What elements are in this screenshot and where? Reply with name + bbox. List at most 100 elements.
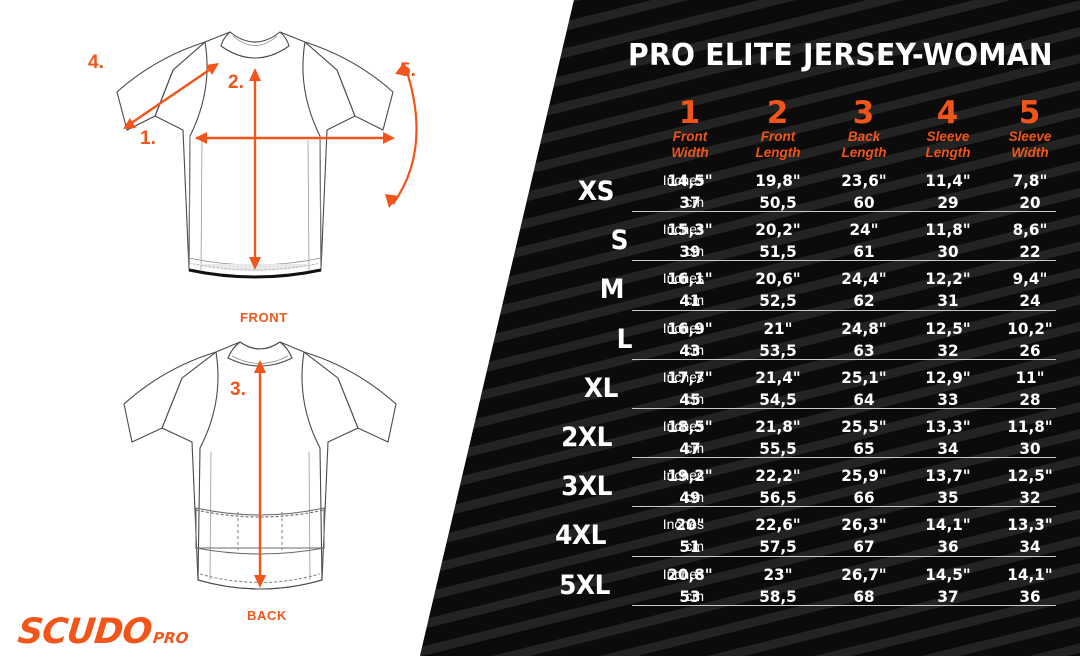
cell-cm-l-4: 32 bbox=[937, 340, 959, 360]
row-separator bbox=[632, 555, 1056, 557]
back-jersey-illustration bbox=[123, 341, 397, 590]
cell-cm-4xl-1: 51 bbox=[679, 537, 701, 557]
cell-cm-m-2: 52,5 bbox=[759, 291, 797, 311]
cell-cm-xl-1: 45 bbox=[679, 389, 701, 409]
column-label-line1-1: Front bbox=[672, 129, 708, 144]
column-number-1: 1 bbox=[678, 95, 702, 131]
unit-label-inches: Inches bbox=[662, 565, 704, 582]
cell-cm-s-4: 30 bbox=[937, 242, 959, 262]
cell-inches-4xl-2: 22,6" bbox=[755, 515, 801, 535]
cell-inches-xl-1: 17,7" bbox=[667, 367, 713, 387]
cell-cm-m-1: 41 bbox=[679, 291, 701, 311]
unit-label-cm: cm bbox=[685, 440, 704, 456]
row-separator bbox=[632, 408, 1056, 409]
cell-inches-xl-4: 12,9" bbox=[925, 367, 971, 387]
unit-label-cm: cm bbox=[685, 390, 704, 407]
cell-inches-3xl-3: 25,9" bbox=[841, 466, 887, 486]
row-separator bbox=[632, 604, 1056, 606]
cell-inches-l-3: 24,8" bbox=[841, 318, 887, 338]
size-label-s: S bbox=[610, 225, 629, 257]
cell-cm-m-3: 62 bbox=[853, 291, 875, 311]
cell-cm-s-2: 51,5 bbox=[759, 242, 797, 262]
cell-inches-l-5: 10,2" bbox=[1007, 318, 1053, 338]
cell-inches-4xl-5: 13,3" bbox=[1007, 515, 1053, 535]
unit-label-inches: Inches bbox=[662, 418, 704, 434]
size-label-2xl: 2XL bbox=[561, 422, 612, 453]
cell-cm-4xl-2: 57,5 bbox=[759, 537, 797, 557]
size-label-xl: XL bbox=[583, 372, 619, 404]
cell-cm-3xl-1: 49 bbox=[679, 488, 701, 508]
cell-cm-l-5: 26 bbox=[1019, 340, 1041, 360]
column-number-3: 3 bbox=[852, 95, 876, 131]
cell-inches-2xl-4: 13,3" bbox=[925, 417, 971, 436]
cell-inches-2xl-3: 25,5" bbox=[841, 417, 887, 436]
unit-label-inches: Inches bbox=[662, 516, 704, 533]
cell-cm-l-2: 53,5 bbox=[759, 340, 797, 360]
callout-5: 5. bbox=[400, 60, 416, 81]
cell-inches-m-3: 24,4" bbox=[841, 269, 887, 289]
cell-cm-2xl-1: 47 bbox=[679, 439, 701, 458]
cell-inches-l-2: 21" bbox=[763, 318, 793, 338]
cell-inches-2xl-2: 21,8" bbox=[755, 417, 801, 436]
cell-inches-5xl-1: 20,8" bbox=[667, 564, 713, 584]
column-header-2: 2 Front Length bbox=[728, 98, 828, 159]
cell-inches-xs-5: 7,8" bbox=[1012, 171, 1048, 190]
unit-label-cm: cm bbox=[685, 538, 704, 555]
row-separator bbox=[632, 358, 1056, 360]
cell-inches-xs-3: 23,6" bbox=[841, 171, 887, 190]
column-header-4: 4 Sleeve Length bbox=[898, 98, 998, 159]
cell-cm-5xl-5: 36 bbox=[1019, 586, 1041, 606]
cell-inches-5xl-2: 23" bbox=[763, 564, 793, 584]
cell-inches-m-5: 9,4" bbox=[1012, 269, 1048, 289]
size-label-m: M bbox=[599, 274, 625, 306]
column-number-4: 4 bbox=[936, 95, 960, 131]
front-view-label: FRONT bbox=[240, 310, 288, 325]
cell-inches-5xl-3: 26,7" bbox=[841, 564, 887, 584]
cell-cm-xs-2: 50,5 bbox=[759, 193, 797, 212]
callout-3: 3. bbox=[230, 379, 246, 400]
column-label-line2-2: Length bbox=[755, 144, 801, 160]
page-title: PRO ELITE JERSEY-WOMAN bbox=[628, 38, 1053, 73]
cell-cm-2xl-3: 65 bbox=[853, 439, 875, 458]
unit-label-inches: Inches bbox=[662, 221, 704, 238]
cell-cm-xs-4: 29 bbox=[937, 193, 959, 212]
cell-cm-s-5: 22 bbox=[1019, 242, 1041, 262]
cell-inches-m-2: 20,6" bbox=[755, 269, 801, 289]
cell-cm-xs-5: 20 bbox=[1019, 193, 1041, 212]
cell-inches-3xl-4: 13,7" bbox=[925, 466, 971, 486]
column-label-line1-5: Sleeve bbox=[1008, 129, 1052, 144]
cell-cm-4xl-3: 67 bbox=[853, 537, 875, 557]
cell-inches-xl-2: 21,4" bbox=[755, 367, 801, 387]
cell-cm-xl-4: 33 bbox=[937, 389, 959, 409]
column-header-3: 3 Back Length bbox=[814, 98, 914, 159]
cell-inches-s-5: 8,6" bbox=[1012, 220, 1048, 240]
cell-cm-xl-5: 28 bbox=[1019, 389, 1041, 409]
cell-cm-3xl-2: 56,5 bbox=[759, 488, 797, 508]
row-separator bbox=[632, 457, 1056, 459]
row-separator bbox=[632, 211, 1056, 213]
cell-inches-3xl-5: 12,5" bbox=[1007, 466, 1053, 486]
cell-inches-5xl-4: 14,5" bbox=[925, 564, 971, 584]
cell-inches-xs-1: 14,5" bbox=[667, 171, 713, 190]
column-label-line2-3: Length bbox=[841, 144, 887, 160]
cell-cm-2xl-2: 55,5 bbox=[759, 439, 797, 458]
cell-cm-5xl-1: 53 bbox=[679, 586, 701, 606]
unit-label-cm: cm bbox=[685, 587, 704, 604]
size-label-l: L bbox=[616, 323, 633, 355]
cell-cm-5xl-3: 68 bbox=[853, 586, 875, 606]
cell-inches-l-4: 12,5" bbox=[925, 318, 971, 338]
cell-inches-2xl-1: 18,5" bbox=[667, 417, 713, 436]
cell-cm-2xl-4: 34 bbox=[937, 439, 959, 458]
cell-inches-m-4: 12,2" bbox=[925, 269, 971, 289]
unit-label-cm: cm bbox=[685, 489, 704, 506]
unit-label-inches: Inches bbox=[662, 319, 704, 336]
cell-cm-xl-2: 54,5 bbox=[759, 389, 797, 409]
column-label-line2-1: Width bbox=[671, 144, 709, 160]
column-header-5: 5 Sleeve Width bbox=[980, 98, 1080, 159]
callout-1: 1. bbox=[140, 128, 156, 149]
unit-label-inches: Inches bbox=[662, 368, 704, 385]
cell-inches-3xl-1: 19,2" bbox=[667, 466, 713, 486]
row-separator bbox=[632, 309, 1056, 311]
cell-inches-4xl-4: 14,1" bbox=[925, 515, 971, 535]
column-number-5: 5 bbox=[1018, 95, 1042, 131]
